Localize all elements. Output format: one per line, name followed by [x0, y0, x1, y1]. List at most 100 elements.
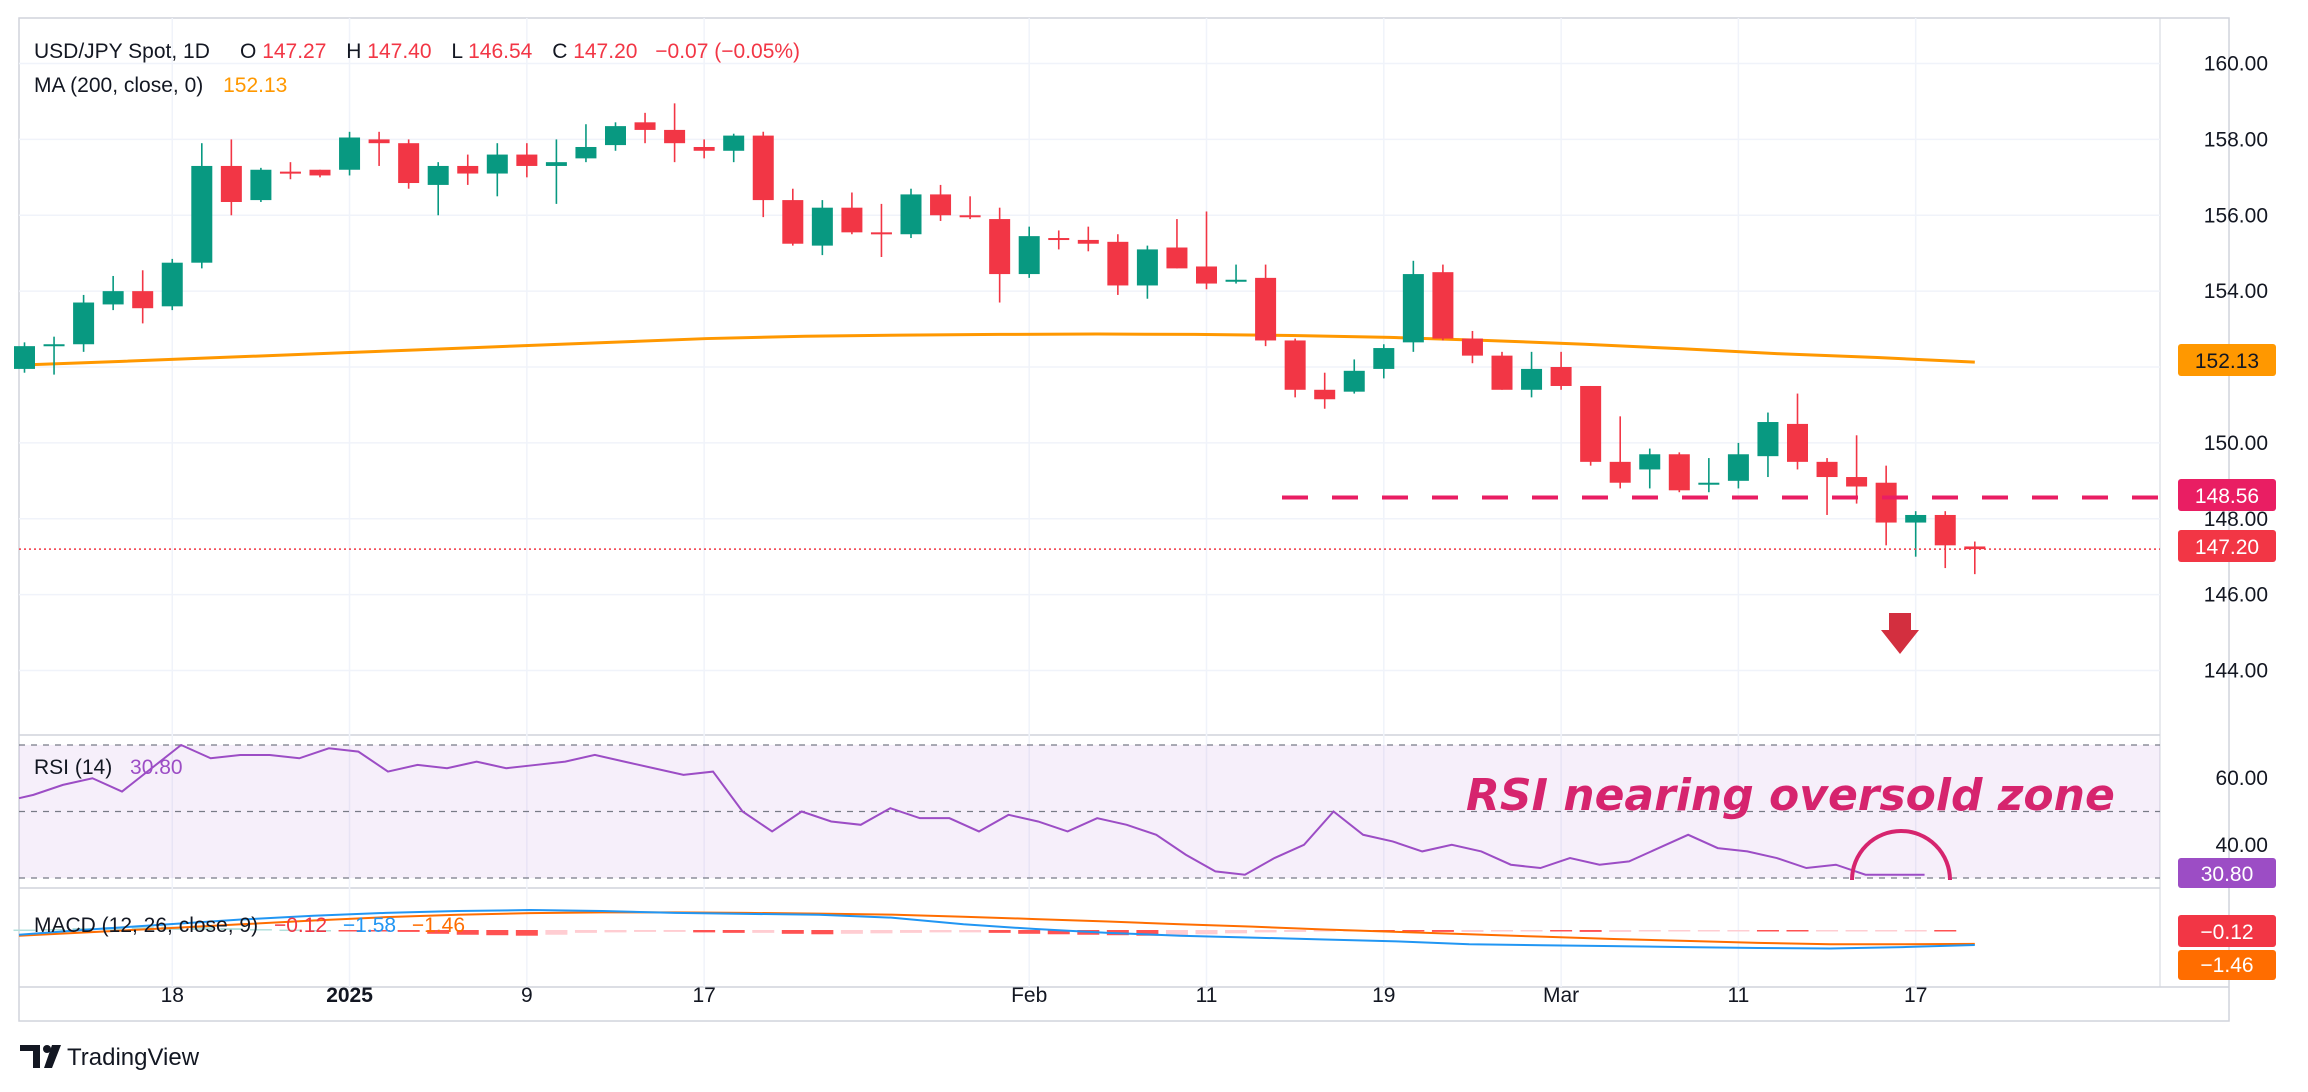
price-axis: 160.00158.00156.00154.00152.00150.00148.… — [2204, 53, 2268, 683]
rsi-tick-0: 60.00 — [2215, 767, 2268, 790]
candle-body — [1639, 454, 1661, 470]
candle-body — [605, 126, 626, 146]
candle-41 — [1225, 264, 1247, 284]
candle-11 — [339, 131, 361, 176]
candle-body — [14, 346, 35, 369]
candle-9 — [279, 162, 301, 180]
candle-body — [368, 139, 390, 144]
candle-2 — [73, 294, 95, 352]
candle-body — [752, 135, 774, 201]
time-tick-2: 9 — [521, 984, 533, 1007]
candle-18 — [545, 139, 567, 204]
support-badge-text: 148.56 — [2195, 485, 2259, 508]
candle-body — [1609, 461, 1631, 483]
candle-19 — [575, 124, 597, 163]
candle-body — [1225, 279, 1247, 282]
candle-body — [339, 137, 361, 170]
macd-hist-bar-31 — [929, 930, 952, 933]
candle-40 — [1196, 211, 1217, 290]
macd-hist-bar-41 — [1225, 930, 1248, 934]
candle-36 — [1077, 226, 1099, 252]
macd-hist-bar-30 — [900, 930, 922, 933]
candle-59 — [1757, 412, 1779, 478]
candle-body — [1343, 370, 1365, 392]
candle-16 — [486, 143, 508, 197]
candle-body — [959, 215, 981, 218]
candle-body — [43, 344, 65, 347]
candle-body — [1314, 389, 1336, 400]
candle-body — [1757, 422, 1779, 457]
candle-49 — [1461, 330, 1483, 364]
candle-body — [841, 207, 863, 233]
high-label: H — [346, 40, 361, 63]
time-tick-0: 18 — [161, 984, 184, 1007]
time-tick-4: Feb — [1011, 984, 1047, 1007]
candle-body — [220, 165, 242, 202]
macd-signal-badge: −1.46 — [2178, 950, 2276, 980]
candle-53 — [1580, 385, 1602, 466]
candle-35 — [1048, 230, 1070, 250]
macd-hist-bar-59 — [1756, 930, 1779, 932]
ma-legend-value: 152.13 — [223, 74, 287, 97]
rsi-annotation: RSI nearing oversold zone — [1466, 770, 2115, 821]
ma-legend: MA (200, close, 0) 152.13 — [34, 74, 287, 97]
candle-body — [161, 262, 183, 307]
candle-body — [427, 165, 449, 185]
candle-31 — [930, 184, 952, 221]
macd-hist-bar-48 — [1431, 930, 1454, 932]
macd-hist-bar-1 — [43, 929, 66, 931]
candle-52 — [1550, 351, 1572, 390]
macd-hist-badge: −0.12 — [2178, 915, 2276, 947]
header-legend: USD/JPY Spot, 1D O 147.27 H 147.40 L 146… — [34, 40, 800, 63]
rsi-legend-value: 30.80 — [130, 756, 183, 779]
macd-hist-bar-42 — [1254, 930, 1277, 933]
macd-hist-badge-text: −0.12 — [2200, 921, 2253, 944]
macd-hist-bar-25 — [752, 930, 775, 933]
ma-legend-label: MA (200, close, 0) — [34, 74, 203, 97]
change-value: −0.07 (−0.05%) — [655, 40, 800, 63]
candle-body — [132, 291, 154, 309]
candle-body — [930, 194, 952, 216]
candle-12 — [368, 131, 390, 166]
candle-1 — [43, 336, 65, 375]
macd-hist-bar-20 — [604, 930, 627, 933]
candle-46 — [1373, 344, 1395, 379]
candle-body — [279, 171, 301, 174]
macd-hist-bar-40 — [1195, 930, 1218, 935]
candle-body — [1905, 514, 1927, 523]
rsi-line — [18, 743, 1925, 876]
macd-hist-bar-12 — [368, 930, 391, 932]
macd-hist-bar-32 — [959, 930, 982, 933]
candle-58 — [1727, 442, 1749, 489]
candle-13 — [398, 139, 420, 189]
rsi-tick-1: 40.00 — [2215, 834, 2268, 857]
candle-25 — [752, 131, 774, 218]
macd-hist-bar-22 — [663, 930, 686, 932]
candle-body — [1964, 546, 1986, 550]
candle-5 — [161, 258, 183, 311]
candle-44 — [1314, 372, 1336, 409]
time-tick-9: 17 — [1904, 984, 1927, 1007]
macd-hist-bar-54 — [1609, 930, 1632, 932]
candle-54 — [1609, 416, 1631, 489]
candle-62 — [1846, 435, 1868, 504]
candle-body — [1875, 482, 1897, 523]
ma200-layer — [18, 332, 1975, 367]
price-tick-0: 160.00 — [2204, 53, 2268, 76]
candle-38 — [1136, 245, 1158, 299]
macd-hist-bar-16 — [486, 930, 509, 936]
candle-body — [634, 122, 656, 130]
candle-29 — [870, 203, 892, 257]
time-tick-7: Mar — [1543, 984, 1579, 1007]
tradingview-logo-icon — [20, 1045, 40, 1068]
candle-body — [1284, 340, 1306, 390]
macd-hist-bar-61 — [1816, 930, 1839, 932]
macd-signal-badge-text: −1.46 — [2200, 954, 2253, 977]
time-tick-3: 17 — [692, 984, 715, 1007]
candle-24 — [723, 133, 745, 163]
price-tick-8: 144.00 — [2204, 660, 2268, 683]
candle-body — [870, 232, 892, 235]
candle-body — [250, 169, 272, 201]
time-tick-8: 11 — [1727, 984, 1749, 1007]
